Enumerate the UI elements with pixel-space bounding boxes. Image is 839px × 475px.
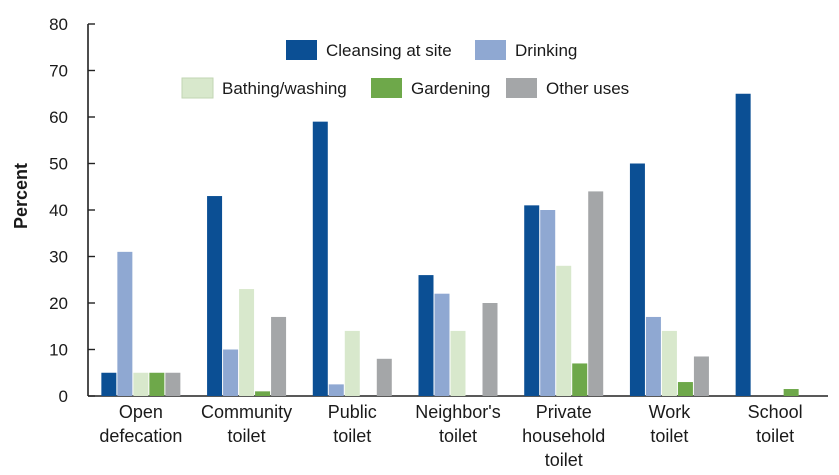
bar — [207, 196, 223, 396]
bar — [271, 316, 287, 396]
x-tick-label-line: Open — [119, 402, 163, 422]
bars — [101, 93, 799, 397]
legend-label: Other uses — [546, 79, 629, 98]
x-tick-label-line: toilet — [333, 426, 371, 446]
bar — [783, 389, 799, 396]
y-tick-label: 10 — [49, 341, 68, 360]
bar — [376, 358, 392, 396]
bar — [629, 163, 645, 396]
bar — [133, 372, 149, 396]
x-tick-label-line: toilet — [756, 426, 794, 446]
bar — [693, 356, 709, 396]
x-tick-label-line: Public — [328, 402, 377, 422]
bar — [255, 391, 271, 396]
x-tick-label: Neighbor's toilet — [415, 402, 500, 446]
legend: Cleansing at site Drinking Bathing/washing… — [181, 40, 629, 99]
x-tick-label-line: Community — [201, 402, 292, 422]
bar — [165, 372, 181, 396]
legend-swatch — [371, 78, 402, 98]
y-tick-label: 50 — [49, 155, 68, 174]
y-tick-label: 0 — [59, 387, 68, 406]
y-axis: 0 10 20 30 40 50 60 70 80 — [49, 15, 95, 406]
x-tick-label-line: School — [748, 402, 803, 422]
x-tick-label-line: household — [522, 426, 605, 446]
x-tick-label-line: Neighbor's — [415, 402, 500, 422]
legend-swatch — [286, 40, 317, 60]
bar — [524, 205, 540, 396]
legend-label: Bathing/washing — [222, 79, 347, 98]
y-tick-label: 80 — [49, 15, 68, 34]
x-tick-label-line: defecation — [99, 426, 182, 446]
legend-label: Drinking — [515, 41, 577, 60]
bar — [149, 372, 165, 396]
legend-swatch — [181, 77, 214, 99]
legend-label: Cleansing at site — [326, 41, 452, 60]
bar — [312, 121, 328, 397]
x-tick-label-line: toilet — [439, 426, 477, 446]
y-tick-label: 30 — [49, 248, 68, 267]
x-axis: Open defecation Community toilet Public toile… — [88, 395, 828, 470]
bar — [450, 330, 466, 396]
bar — [588, 191, 604, 396]
x-tick-label-line: toilet — [650, 426, 688, 446]
bar — [328, 384, 344, 396]
bar — [239, 289, 255, 396]
bar — [645, 316, 661, 396]
x-tick-label: Private household toilet — [522, 402, 605, 470]
bar — [101, 372, 117, 396]
bar — [434, 293, 450, 396]
legend-swatch — [475, 40, 506, 60]
bar — [735, 93, 751, 396]
x-tick-label: Public toilet — [328, 402, 377, 446]
bar — [540, 210, 556, 396]
bar — [418, 275, 434, 396]
bar — [344, 330, 360, 396]
bar — [556, 265, 572, 396]
bar — [117, 251, 133, 396]
legend-swatch — [506, 78, 537, 98]
y-tick-label: 60 — [49, 108, 68, 127]
y-axis-label: Percent — [11, 163, 31, 229]
bar — [223, 349, 239, 396]
x-tick-label: Open defecation — [99, 402, 182, 446]
bar — [677, 382, 693, 396]
bar — [482, 303, 498, 396]
y-tick-label: 20 — [49, 294, 68, 313]
legend-label: Gardening — [411, 79, 490, 98]
x-tick-label-line: Private — [536, 402, 592, 422]
x-tick-label-line: toilet — [228, 426, 266, 446]
x-tick-label: Work toilet — [649, 402, 692, 446]
x-tick-label-line: Work — [649, 402, 692, 422]
y-tick-label: 70 — [49, 62, 68, 81]
x-tick-label: Community toilet — [201, 402, 292, 446]
bar — [661, 330, 677, 396]
x-tick-label-line: toilet — [545, 450, 583, 470]
bar — [572, 363, 588, 396]
y-tick-label: 40 — [49, 201, 68, 220]
x-tick-label: School toilet — [748, 402, 803, 446]
